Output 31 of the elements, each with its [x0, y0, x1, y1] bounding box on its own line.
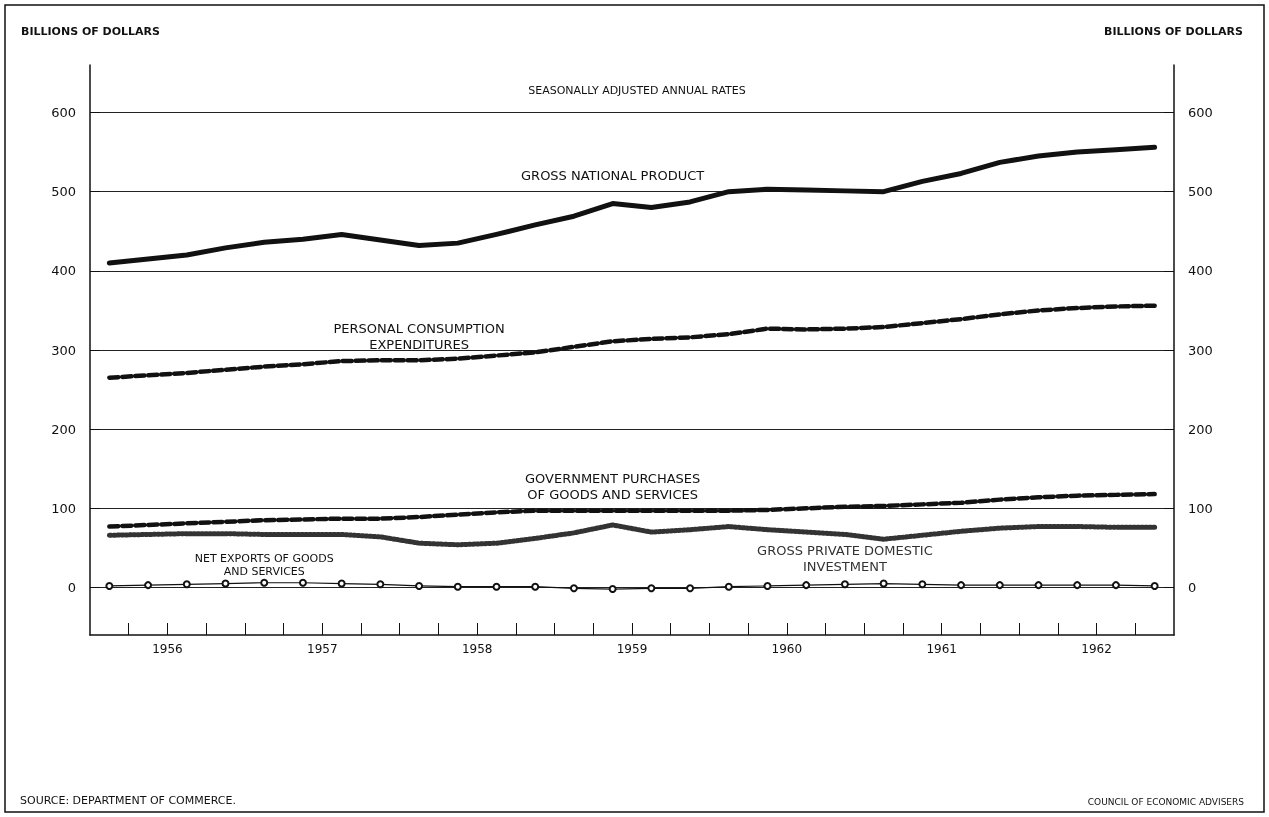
y2-tick-label: 100 — [1188, 500, 1213, 516]
y-tick-label: 0 — [67, 580, 76, 595]
series-label: GROSS NATIONAL PRODUCT — [521, 168, 705, 184]
source-note: SOURCE: DEPARTMENT OF COMMERCE. — [20, 794, 236, 807]
series-label: PERSONAL CONSUMPTION EXPENDITURES — [333, 320, 505, 352]
series-label: GOVERNMENT PURCHASES OF GOODS AND SERVICES — [524, 471, 701, 503]
y2-tick-label: 0 — [1188, 580, 1197, 595]
y-tick-label: 300 — [51, 342, 76, 358]
series-label: GROSS PRIVATE DOMESTIC INVESTMENT — [757, 542, 933, 574]
y-axis-title: BILLIONS OF DOLLARS — [21, 25, 161, 38]
y-tick-label: 100 — [51, 500, 76, 516]
y2-tick-label: 400 — [1188, 263, 1213, 279]
y2-tick-label: 200 — [1188, 421, 1213, 437]
y-tick-label: 400 — [51, 263, 76, 279]
y-tick-label: 600 — [51, 105, 76, 120]
y-tick-label: 500 — [51, 184, 76, 200]
y2-tick-label: 300 — [1188, 342, 1213, 358]
x-tick-label: 1962 — [1081, 642, 1112, 656]
text: SEASONALLY ADJUSTED ANNUAL RATES — [528, 84, 746, 97]
text: COUNCIL OF ECONOMIC ADVISERS — [1087, 796, 1245, 807]
x-tick-label: 1956 — [152, 642, 183, 656]
series-label: NET EXPORTS OF GOODS AND SERVICES — [194, 551, 334, 578]
y-tick-label: 200 — [51, 421, 76, 437]
y2-tick-label: 500 — [1188, 184, 1213, 200]
x-tick-label: 1961 — [926, 642, 957, 656]
x-tick-label: 1959 — [616, 642, 648, 656]
x-tick-label: 1958 — [461, 642, 493, 656]
y2-axis-title: BILLIONS OF DOLLARS — [1104, 25, 1244, 38]
x-tick-label: 1957 — [307, 642, 338, 656]
x-tick-label: 1960 — [771, 642, 803, 656]
y2-tick-label: 600 — [1188, 105, 1213, 120]
